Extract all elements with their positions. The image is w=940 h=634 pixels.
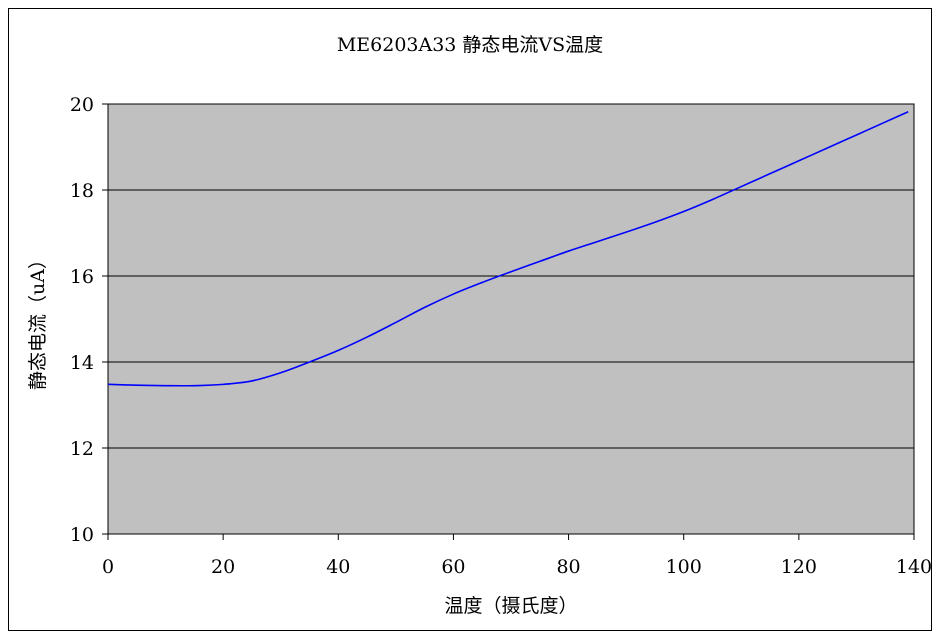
y-tick-label-10: 10 <box>70 524 94 546</box>
x-tick-label-60: 60 <box>441 556 465 578</box>
y-axis-label: 静态电流（uA） <box>27 250 49 390</box>
y-tick-label-12: 12 <box>70 438 94 460</box>
y-tick-label-14: 14 <box>70 352 94 374</box>
series-group <box>107 111 909 387</box>
chart-title: ME6203A33 静态电流VS温度 <box>337 34 603 56</box>
y-axis: 10 12 14 16 18 20 <box>70 94 108 546</box>
y-tick-label-16: 16 <box>70 266 94 288</box>
x-axis: 0 20 40 60 80 100 120 140 <box>102 534 932 578</box>
x-tick-label-0: 0 <box>102 556 114 578</box>
gridlines <box>108 189 914 449</box>
series-line-0 <box>107 111 909 387</box>
y-tick-label-18: 18 <box>70 180 94 202</box>
x-tick-label-40: 40 <box>326 556 350 578</box>
x-tick-label-120: 120 <box>781 556 817 578</box>
plot-area <box>107 103 915 535</box>
x-tick-label-100: 100 <box>666 556 702 578</box>
x-tick-label-140: 140 <box>896 556 932 578</box>
x-tick-label-80: 80 <box>556 556 580 578</box>
x-tick-label-20: 20 <box>211 556 235 578</box>
x-axis-label: 温度（摄氏度） <box>444 595 577 617</box>
y-tick-label-20: 20 <box>70 94 94 116</box>
